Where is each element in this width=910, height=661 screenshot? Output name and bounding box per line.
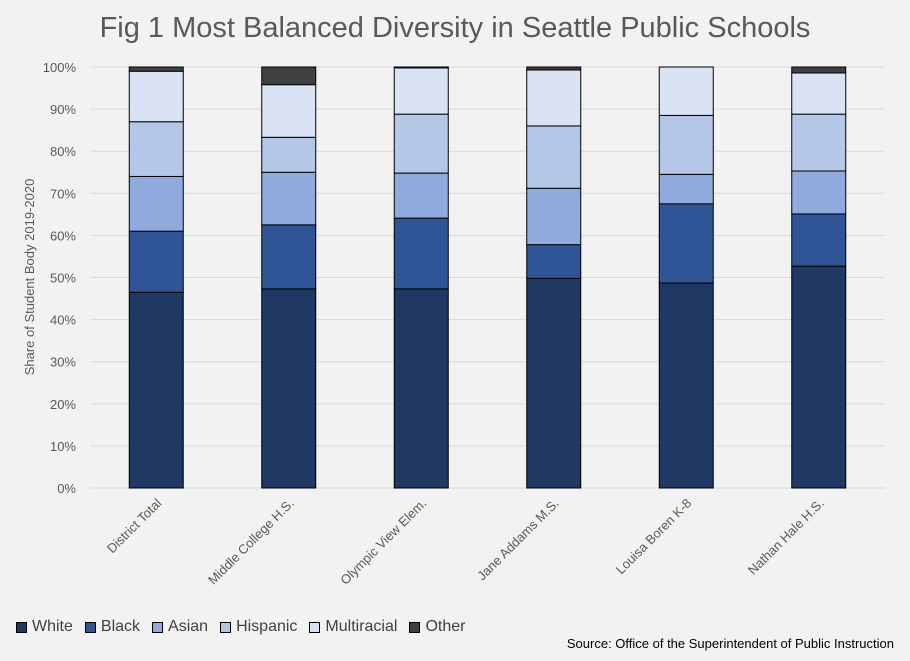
y-tick-label: 0% [57,481,76,496]
bar-segment-hispanic [658,114,714,175]
legend-label: Asian [168,618,209,635]
bar-segment-other [791,66,847,74]
source-note: Source: Office of the Superintendent of … [566,636,894,651]
bar-segment-multiracial [128,70,184,123]
bar-segment-asian [526,187,582,246]
bar-segment-asian [261,171,317,226]
bar-segment-black [261,224,317,290]
y-tick-label: 40% [50,313,76,328]
y-tick-label: 50% [50,271,76,286]
legend-swatch [16,621,27,633]
bar-segment-white [128,291,184,489]
x-tick-label: District Total [104,495,165,556]
bar-segment-multiracial [658,66,714,116]
bar-segment-white [791,265,847,489]
legend-item: Asian [152,618,208,636]
bar-segment-black [791,213,847,267]
legend-item: Other [409,618,465,636]
y-tick-label: 20% [50,397,76,412]
y-axis-label: Share of Student Body 2019-2020 [22,179,37,376]
legend-swatch [84,621,96,633]
legend-label: White [32,618,73,635]
x-tick-label: Nathan Hale H.S. [745,496,827,578]
bar-segment-multiracial [526,69,582,127]
bar-segment-black [393,217,449,290]
bar-segment-other [128,66,184,72]
y-tick-label: 100% [43,60,77,75]
bar-segment-hispanic [128,121,184,177]
bar-segment-asian [128,175,184,232]
bar-segment-black [128,230,184,293]
x-tick-label: Jane Addams M.S. [474,496,562,584]
bar-segment-black [526,244,582,279]
chart-title: Fig 1 Most Balanced Diversity in Seattle… [99,12,811,44]
bar-segment-multiracial [393,67,449,115]
legend-label: Other [425,618,466,635]
x-axis-ticks: District Total Middle College H.S. Olympic… [104,495,827,587]
y-tick-label: 70% [50,186,76,201]
bar-segment-asian [393,172,449,219]
x-tick-label: Louisa Boren K-8 [613,496,695,578]
bar-segment-hispanic [791,113,847,172]
bar-segment-asian [658,173,714,205]
legend-label: Black [100,618,141,635]
legend-swatch [309,621,321,633]
legend-swatch [152,621,164,633]
y-axis-ticks: 0% 10% 20% 30% 40% 50% 60% 70% 80% 90% 100% [43,60,77,496]
bar-segment-hispanic [261,136,317,173]
y-tick-label: 10% [50,439,76,454]
legend-item: White [16,618,73,636]
bar-segment-multiracial [791,72,847,115]
bar-segment-white [261,288,317,489]
legend-item: Multiracial [309,618,397,636]
x-tick-label: Middle College H.S. [205,496,297,588]
bar-segment-other [261,66,317,86]
legend-swatch [220,621,232,633]
bar-segment-hispanic [526,125,582,189]
legend-swatch [409,621,421,633]
bar-segment-asian [791,170,847,215]
grid-lines [90,66,885,489]
bar-segment-white [658,282,714,489]
bar-segment-other [393,66,449,69]
legend-item: Hispanic [220,618,297,636]
bar-segment-hispanic [393,113,449,174]
y-tick-label: 90% [50,102,76,117]
legend-item: Black [84,618,141,636]
bar-segment-white [393,288,449,489]
legend: White Black Asian Hispanic Multiracial Other [16,618,477,636]
bar-segment-white [526,277,582,489]
y-tick-label: 80% [50,144,76,159]
bar-segment-other [526,66,582,71]
y-tick-label: 30% [50,355,76,370]
bar-segment-multiracial [261,84,317,138]
y-tick-label: 60% [50,228,76,243]
legend-label: Multiracial [325,618,398,635]
legend-label: Hispanic [236,618,298,635]
bars [128,66,847,489]
x-tick-label: Olympic View Elem. [337,496,429,588]
bar-segment-black [658,203,714,284]
